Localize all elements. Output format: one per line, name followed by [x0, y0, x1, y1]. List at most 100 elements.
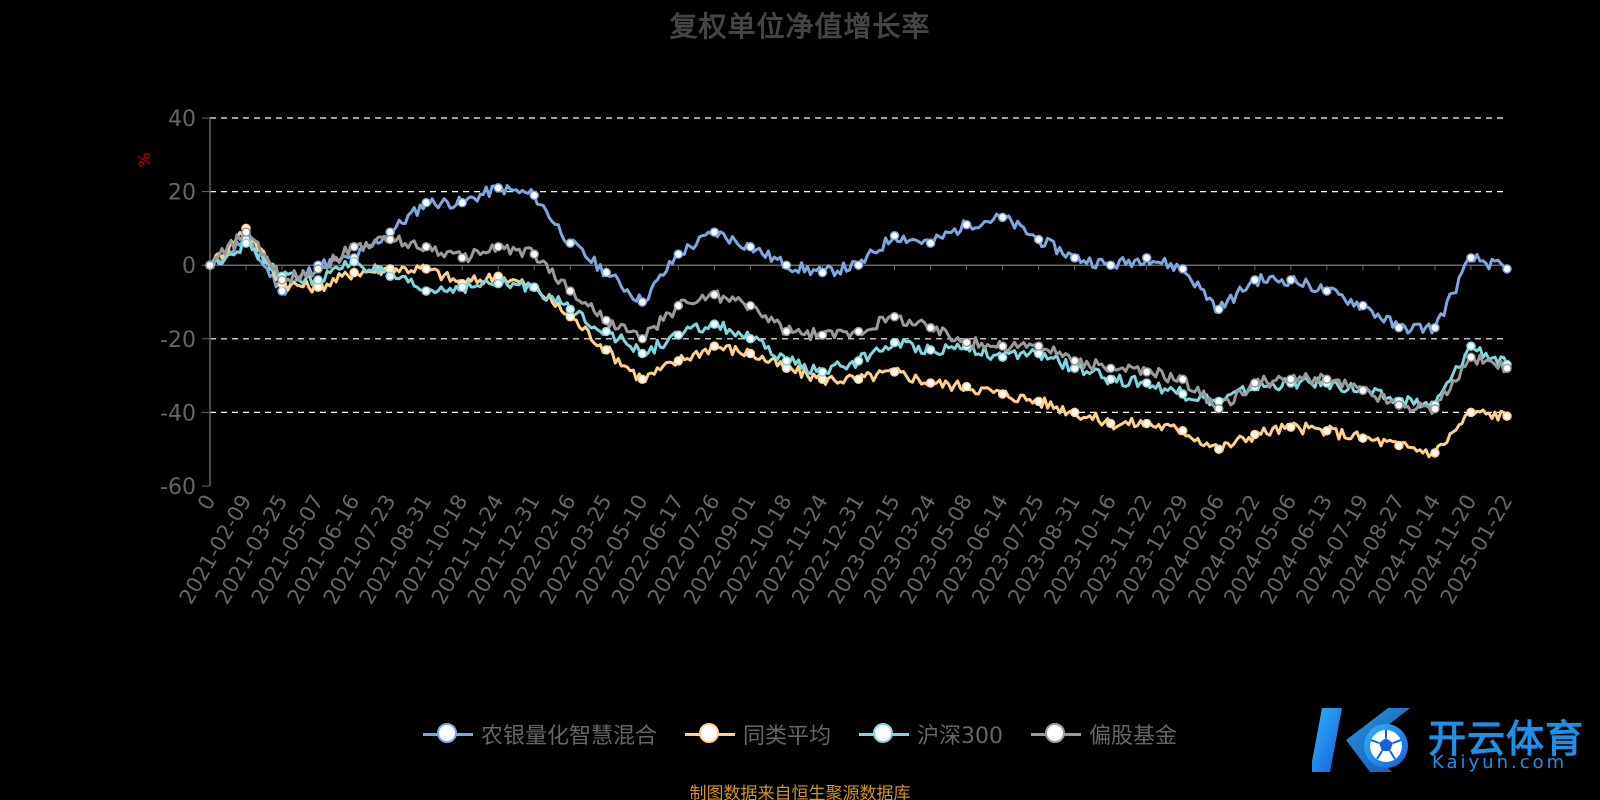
legend-swatch-icon [422, 722, 473, 746]
data-point [493, 242, 503, 252]
data-point [961, 337, 972, 348]
data-point [241, 238, 251, 248]
kaiyun-watermark-logo: 开云体育 Kaiyun.com [1310, 700, 1592, 780]
y-tick-label: 40 [168, 107, 196, 132]
data-point [1214, 403, 1224, 414]
data-point [853, 260, 864, 270]
data-point [1069, 407, 1080, 418]
data-point [745, 300, 756, 311]
data-point [997, 212, 1008, 223]
data-point [673, 300, 684, 311]
data-point [565, 286, 576, 296]
data-point [421, 286, 431, 296]
data-point [781, 260, 792, 270]
legend-swatch-icon [859, 722, 909, 746]
legend-item-2[interactable]: 沪深300 [859, 718, 1003, 750]
legend: 农银量化智慧混合 同类平均 沪深300 偏股基金 [0, 718, 1600, 750]
data-point [997, 352, 1008, 362]
data-point [601, 326, 612, 337]
data-point [565, 238, 576, 248]
legend-item-0[interactable]: 农银量化智慧混合 [422, 718, 657, 750]
legend-item-1[interactable]: 同类平均 [684, 718, 831, 750]
data-point [745, 348, 756, 359]
data-point [889, 311, 900, 322]
data-point [817, 330, 828, 340]
data-point [817, 367, 828, 377]
legend-label: 沪深300 [917, 724, 1003, 749]
data-point [205, 260, 215, 270]
y-tick-labels: 40 20 0 -20 -40 -60 [160, 107, 196, 500]
data-point [601, 345, 612, 355]
data-point [1141, 378, 1152, 388]
data-point [1430, 403, 1440, 414]
legend-item-3[interactable]: 偏股基金 [1031, 718, 1177, 750]
data-point [1069, 253, 1080, 263]
data-point [493, 278, 503, 289]
data-point [1394, 440, 1404, 451]
chart-title: 复权单位净值增长率 [669, 10, 931, 43]
series-markers [205, 183, 1512, 458]
data-point [529, 190, 539, 201]
data-point [1250, 378, 1260, 388]
data-point [1502, 264, 1512, 274]
data-point [241, 227, 251, 237]
data-point [1105, 260, 1116, 270]
data-point [1141, 418, 1152, 429]
data-point [817, 267, 828, 278]
data-point [313, 275, 323, 285]
data-point [925, 378, 936, 388]
data-point [493, 183, 503, 193]
data-point [1502, 363, 1512, 373]
legend-label: 农银量化智慧混合 [480, 724, 657, 749]
data-point [1214, 444, 1224, 454]
data-point [925, 238, 936, 248]
data-point [1105, 418, 1116, 429]
data-source-note: 制图数据来自恒生聚源数据库 [689, 784, 911, 800]
data-point [961, 381, 972, 392]
data-point [457, 253, 467, 263]
data-point [1430, 323, 1440, 333]
data-point [1394, 400, 1404, 410]
data-point [1033, 341, 1044, 351]
data-point [673, 330, 684, 340]
data-point [421, 242, 431, 252]
data-point [1286, 422, 1296, 432]
data-point [1502, 411, 1512, 421]
series-lines [208, 184, 1509, 459]
data-point [601, 315, 612, 326]
data-point [889, 367, 900, 377]
data-point [781, 326, 792, 337]
data-point [1322, 374, 1332, 385]
y-tick-label: 0 [182, 254, 196, 279]
legend-label: 偏股基金 [1089, 724, 1178, 749]
data-point [1358, 385, 1368, 396]
data-point [745, 334, 756, 344]
chart-plot: 40 20 0 -20 -40 -60 02021-02-092021-03-252021… [135, 107, 1517, 608]
data-point [457, 282, 467, 293]
data-point [1141, 253, 1152, 263]
data-point [637, 297, 648, 307]
data-point [853, 326, 864, 337]
data-point [673, 356, 684, 366]
x-tick-label: 0 [193, 491, 220, 515]
kaiyun-logo-icon [1310, 708, 1410, 772]
series-line-0 [208, 184, 1508, 335]
data-point [997, 341, 1008, 351]
legend-swatch-icon [684, 722, 735, 746]
data-point [925, 323, 936, 333]
data-point [1322, 426, 1332, 436]
data-point [349, 267, 359, 278]
data-point [1394, 323, 1404, 333]
data-point [1466, 253, 1476, 263]
y-tick-label: -60 [160, 475, 196, 500]
data-point [1286, 275, 1296, 285]
data-point [673, 249, 684, 259]
data-point [529, 249, 539, 259]
data-point [1033, 396, 1044, 407]
data-point [637, 348, 648, 359]
y-tick-label: -40 [160, 401, 196, 426]
data-point [565, 304, 576, 315]
data-point [1069, 356, 1080, 366]
data-point [637, 374, 648, 385]
legend-swatch-icon [1031, 722, 1081, 746]
